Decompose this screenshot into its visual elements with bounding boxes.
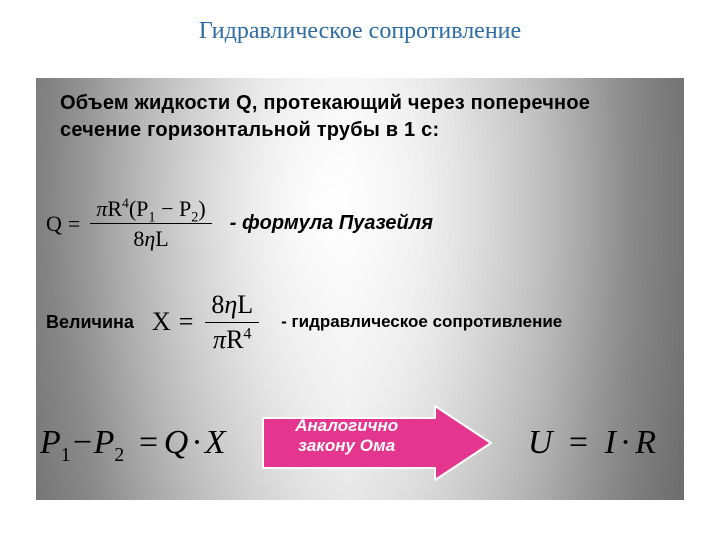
- sym-U: U: [528, 424, 553, 461]
- sym-pi: π: [96, 196, 107, 221]
- sym-I: I: [605, 424, 616, 461]
- velichina-label: Величина: [46, 312, 134, 333]
- poiseuille-row: Q = πR4(P1 − P2) 8ηL - форм: [46, 196, 433, 252]
- formula-q: Q = πR4(P1 − P2) 8ηL: [46, 196, 216, 252]
- sym-eta2: η: [224, 290, 237, 319]
- sym-pi2: π: [213, 325, 226, 354]
- sym-8b: 8: [211, 290, 224, 319]
- poiseuille-label: - формула Пуазейля: [230, 212, 433, 235]
- sym-Rb: R: [635, 424, 656, 461]
- definition-text: Объем жидкости Q, протекающий через попе…: [60, 90, 664, 144]
- sym-P1b-sub: 1: [61, 444, 71, 466]
- sym-L: L: [155, 226, 168, 251]
- sym-R: R: [107, 196, 122, 221]
- sym-L2: L: [237, 290, 253, 319]
- sym-P2b: P: [94, 424, 115, 461]
- sym-Q: Q: [46, 211, 62, 237]
- formula-x: X = 8ηL πR4: [152, 290, 263, 355]
- sym-dot2: ·: [616, 424, 635, 461]
- formula-uir: U = I·R: [528, 424, 680, 462]
- sym-dot1: ·: [188, 424, 205, 461]
- analogy-arrow: Аналогично закону Ома: [259, 404, 495, 482]
- sym-eq: =: [62, 211, 86, 237]
- hydres-row: Величина X = 8ηL πR4: [46, 290, 562, 355]
- fraction-q: πR4(P1 − P2) 8ηL: [90, 196, 211, 252]
- arrow-line1: Аналогично: [295, 416, 398, 435]
- sym-8: 8: [133, 226, 144, 251]
- sym-eq2: =: [171, 307, 202, 337]
- page-title: Гидравлическое сопротивление: [0, 18, 720, 45]
- hydres-label: - гидравлическое сопротивление: [281, 312, 562, 332]
- sym-R2-exp: 4: [243, 325, 251, 342]
- sym-P2b-sub: 2: [114, 444, 124, 466]
- sym-Xb: X: [205, 424, 226, 461]
- analogy-row: P1−P2 =Q·X Аналогично закону Ома U = I·R: [40, 398, 680, 488]
- fraction-x: 8ηL πR4: [205, 290, 259, 355]
- sym-R2: R: [226, 325, 243, 354]
- sym-P2: P: [179, 196, 191, 221]
- formula-pqx: P1−P2 =Q·X: [40, 424, 226, 462]
- sym-eta: η: [144, 226, 155, 251]
- sym-paren-close: ): [198, 196, 205, 221]
- sym-eq4: =: [561, 424, 596, 461]
- content-panel: Объем жидкости Q, протекающий через попе…: [36, 78, 684, 500]
- sym-Qb: Q: [164, 424, 189, 461]
- arrow-text: Аналогично закону Ома: [267, 416, 427, 457]
- sym-P1: P: [136, 196, 148, 221]
- sym-P1b: P: [40, 424, 61, 461]
- sym-minus2: −: [71, 424, 94, 461]
- sym-minus: −: [156, 196, 179, 221]
- sym-R-exp: 4: [122, 196, 129, 211]
- sym-eq3: =: [133, 424, 164, 461]
- arrow-line2: закону Ома: [298, 436, 395, 455]
- sym-X: X: [152, 307, 171, 337]
